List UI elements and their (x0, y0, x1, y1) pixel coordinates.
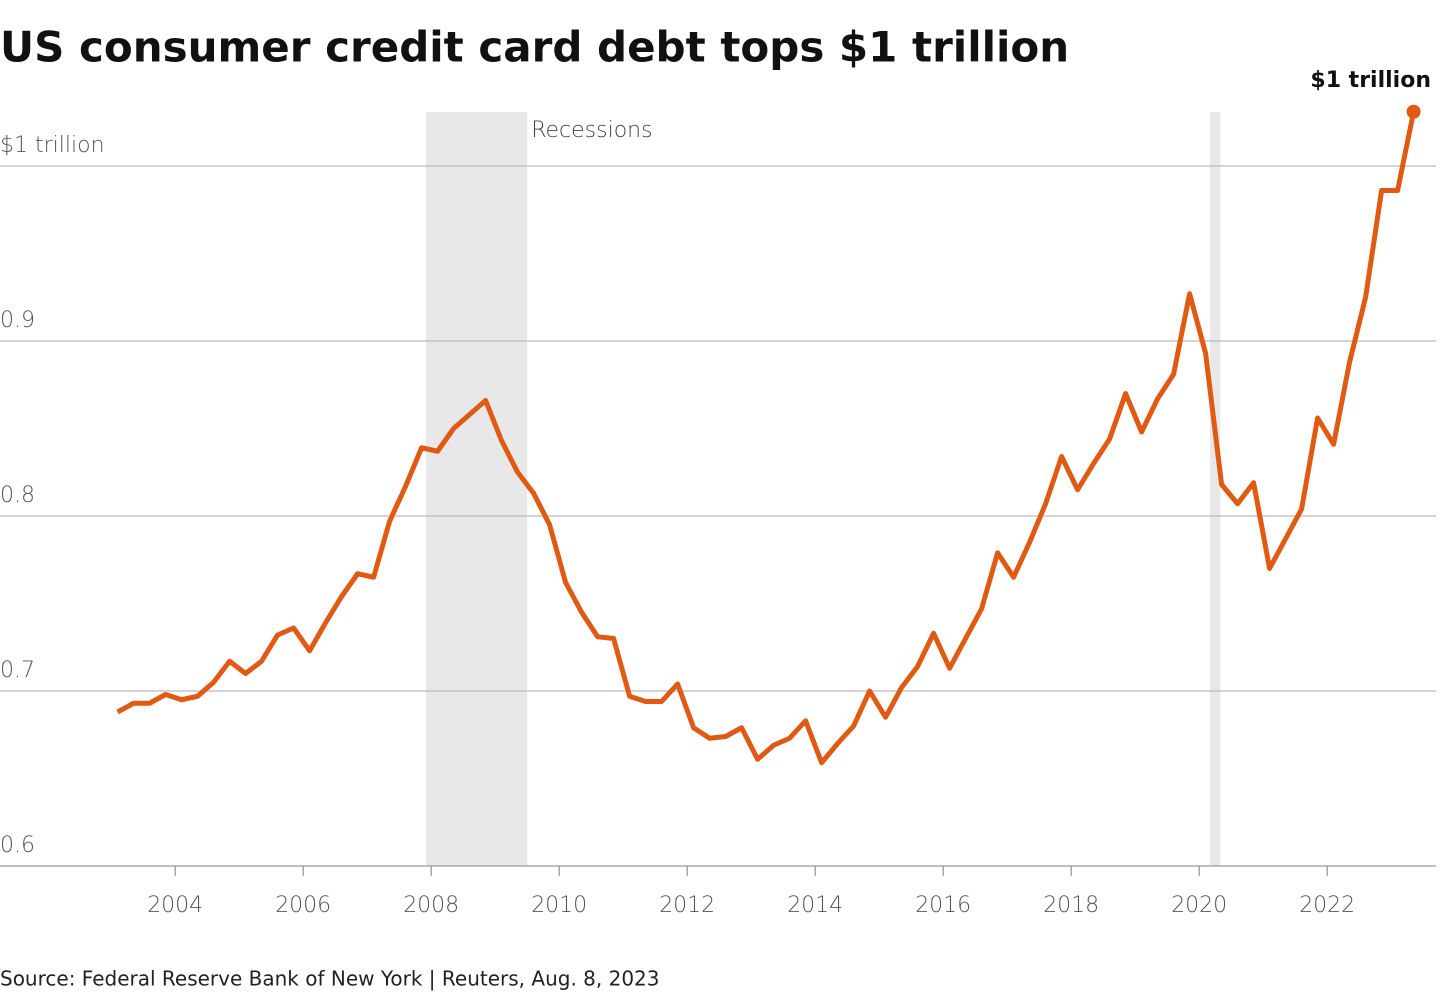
x-tick-label: 2022 (1299, 893, 1355, 918)
x-tick-label: 2020 (1171, 893, 1227, 918)
x-tick-label: 2014 (787, 893, 843, 918)
x-tick-label: 2006 (275, 893, 331, 918)
y-tick-label: 0.7 (0, 658, 35, 683)
line (116, 111, 1417, 766)
recession-label: Recessions (531, 118, 652, 143)
x-tick-label: 2012 (659, 893, 715, 918)
y-tick-label: $1 trillion (0, 133, 105, 158)
chart-title: US consumer credit card debt tops $1 tri… (0, 23, 1069, 72)
y-tick-label: 0.9 (0, 308, 35, 333)
annotation: $1 trillion (1310, 68, 1431, 93)
recession-band (1210, 112, 1221, 866)
end-dot (1406, 104, 1421, 119)
x-tick-label: 2008 (403, 893, 459, 918)
y-tick-label: 0.6 (0, 833, 35, 858)
x-tick-label: 2016 (915, 893, 971, 918)
y-tick-label: 0.8 (0, 483, 35, 508)
x-tick-label: 2018 (1043, 893, 1099, 918)
source: Source: Federal Reserve Bank of New York… (0, 967, 660, 991)
recession-band (426, 112, 528, 866)
x-tick-label: 2010 (531, 893, 587, 918)
x-tick-label: 2004 (147, 893, 203, 918)
